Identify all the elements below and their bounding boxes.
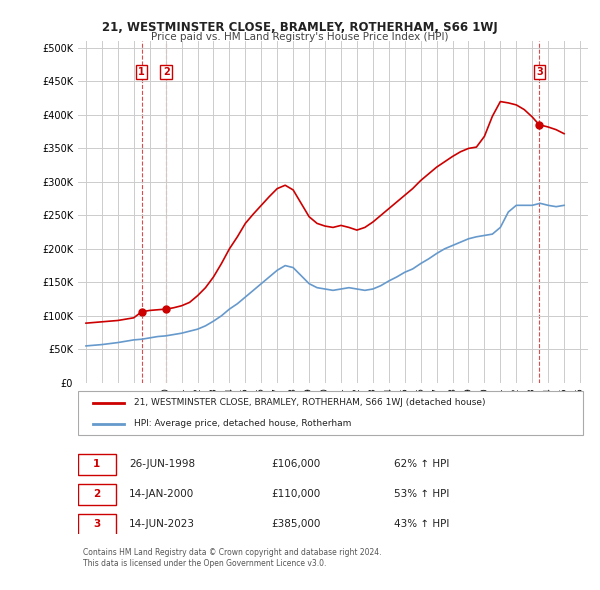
FancyBboxPatch shape <box>78 513 116 535</box>
Text: 62% ↑ HPI: 62% ↑ HPI <box>394 458 449 468</box>
Text: £106,000: £106,000 <box>272 458 321 468</box>
Text: 43% ↑ HPI: 43% ↑ HPI <box>394 519 449 529</box>
Text: £385,000: £385,000 <box>272 519 321 529</box>
Text: 14-JAN-2000: 14-JAN-2000 <box>129 489 194 499</box>
Text: 1: 1 <box>138 67 145 77</box>
Text: 53% ↑ HPI: 53% ↑ HPI <box>394 489 449 499</box>
Text: 2: 2 <box>93 489 100 499</box>
Text: 14-JUN-2023: 14-JUN-2023 <box>129 519 195 529</box>
Text: 21, WESTMINSTER CLOSE, BRAMLEY, ROTHERHAM, S66 1WJ: 21, WESTMINSTER CLOSE, BRAMLEY, ROTHERHA… <box>102 21 498 34</box>
Text: 1: 1 <box>93 458 100 468</box>
Text: 2: 2 <box>163 67 170 77</box>
Text: Price paid vs. HM Land Registry's House Price Index (HPI): Price paid vs. HM Land Registry's House … <box>151 32 449 42</box>
Text: 21, WESTMINSTER CLOSE, BRAMLEY, ROTHERHAM, S66 1WJ (detached house): 21, WESTMINSTER CLOSE, BRAMLEY, ROTHERHA… <box>134 398 485 407</box>
Text: Contains HM Land Registry data © Crown copyright and database right 2024.
This d: Contains HM Land Registry data © Crown c… <box>83 548 382 568</box>
FancyBboxPatch shape <box>78 391 583 435</box>
Text: 26-JUN-1998: 26-JUN-1998 <box>129 458 195 468</box>
Text: 3: 3 <box>93 519 100 529</box>
FancyBboxPatch shape <box>78 454 116 476</box>
FancyBboxPatch shape <box>78 484 116 506</box>
Text: HPI: Average price, detached house, Rotherham: HPI: Average price, detached house, Roth… <box>134 419 352 428</box>
Text: £110,000: £110,000 <box>272 489 321 499</box>
Text: 3: 3 <box>536 67 543 77</box>
